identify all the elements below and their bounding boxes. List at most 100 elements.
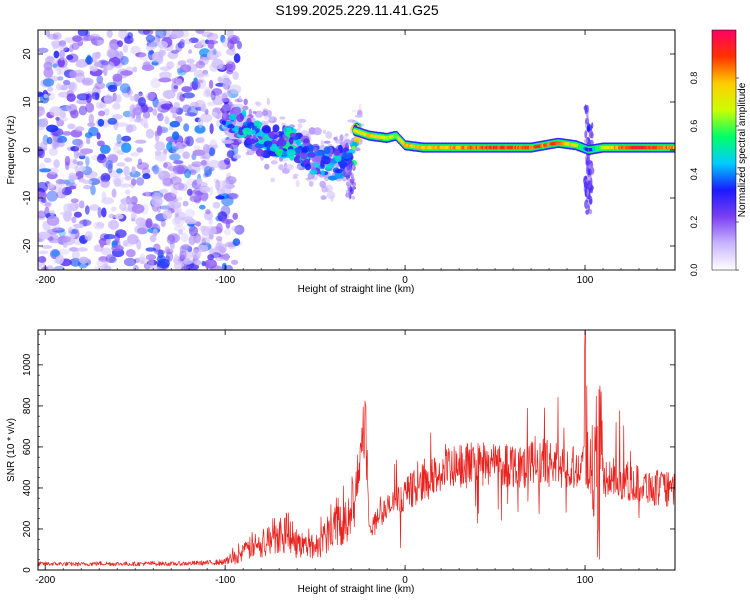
spectrogram-speckle — [82, 179, 93, 185]
spectrogram-speckle — [95, 222, 105, 228]
spectrogram-speckle — [205, 151, 210, 163]
spectrogram-speckle — [145, 34, 155, 43]
spectrogram-speckle — [103, 234, 116, 240]
spectrogram-speckle — [71, 216, 77, 223]
spectrogram-speckle — [138, 97, 146, 107]
spectrogram-speckle — [71, 249, 80, 261]
spectrogram-x-axis-label: Height of straight line (km) — [298, 284, 415, 295]
spectrogram-speckle — [145, 254, 157, 261]
spectrogram-speckle — [43, 93, 48, 99]
spectrogram-y-tick-label: 10 — [22, 96, 33, 108]
spectrogram-speckle — [184, 168, 192, 179]
spectrogram-speckle — [183, 38, 192, 45]
spectrogram-speckle — [210, 90, 216, 101]
spectrogram-trace-blob — [246, 122, 255, 129]
spectrogram-speckle — [53, 50, 60, 59]
spectrogram-trace-blob — [351, 145, 356, 151]
spectrogram-speckle — [236, 40, 242, 50]
spectrogram-speckle — [63, 210, 73, 218]
spectrogram-streak — [591, 122, 594, 129]
spectrogram-halo — [232, 154, 242, 160]
snr-plot-area — [38, 330, 675, 570]
spectrogram-halo — [285, 164, 294, 171]
spectrogram-speckle — [45, 30, 51, 37]
spectrogram-halo — [219, 78, 227, 84]
spectrogram-speckle — [200, 57, 209, 65]
spectrogram-speckle — [163, 30, 171, 38]
spectrogram-streak — [584, 104, 587, 113]
spectrogram-speckle — [96, 259, 107, 268]
snr-y-tick-label: 0 — [22, 567, 33, 573]
spectrogram-speckle — [149, 234, 157, 243]
spectrogram-speckle — [142, 30, 154, 36]
spectrogram-speckle — [173, 182, 185, 191]
spectrogram-speckle — [169, 176, 182, 185]
spectrogram-speckle — [58, 187, 62, 198]
spectrogram-halo — [354, 147, 361, 152]
spectrogram-speckle — [88, 126, 99, 137]
spectrogram-speckle — [175, 141, 183, 149]
spectrogram-speckle — [63, 79, 71, 86]
spectrogram-speckle — [174, 253, 179, 262]
spectrogram-speckle — [77, 140, 84, 148]
spectrogram-speckle — [207, 39, 215, 49]
spectrogram-speckle — [107, 154, 118, 164]
spectrogram-streak — [584, 139, 589, 143]
spectrogram-speckle — [130, 196, 138, 205]
spectrogram-speckle — [193, 79, 204, 84]
spectrogram-speckle — [188, 235, 196, 246]
spectrogram-speckle — [171, 49, 179, 54]
spectrogram-speckle — [73, 211, 82, 218]
spectrogram-speckle — [48, 226, 59, 232]
spectrogram-speckle — [69, 257, 82, 267]
spectrogram-speckle — [105, 254, 116, 263]
spectrogram-speckle — [97, 207, 102, 218]
spectrogram-speckle — [76, 93, 90, 101]
spectrogram-speckle — [119, 202, 127, 211]
spectrogram-speckle — [49, 209, 55, 216]
snr-x-tick-label: 0 — [402, 575, 408, 586]
snr-x-axis-label: Height of straight line (km) — [298, 584, 415, 595]
spectrogram-speckle — [40, 266, 49, 270]
spectrogram-speckle — [201, 31, 213, 38]
spectrogram-speckle — [46, 183, 55, 189]
spectrogram-y-tick-label: 20 — [22, 48, 33, 60]
spectrogram-speckle — [156, 125, 163, 136]
spectrogram-speckle — [176, 164, 188, 175]
spectrogram-speckle — [215, 179, 221, 191]
spectrogram-halo — [266, 97, 270, 106]
spectrogram-speckle — [85, 102, 95, 113]
spectrogram-speckle — [68, 174, 78, 181]
spectrogram-speckle — [152, 164, 160, 175]
spectrogram-speckle — [49, 106, 63, 117]
spectrogram-speckle — [59, 111, 66, 119]
spectrogram-speckle — [46, 190, 58, 202]
spectrogram-y-tick-label: -10 — [22, 190, 33, 205]
snr-y-axis-label: SNR (10 * v/v) — [6, 418, 17, 482]
spectrogram-speckle — [78, 200, 85, 209]
spectrogram-speckle — [124, 157, 133, 162]
spectrogram-speckle — [165, 251, 174, 262]
spectrogram-speckle — [158, 77, 172, 83]
spectrogram-speckle — [42, 78, 55, 87]
spectrogram-speckle — [200, 113, 213, 123]
spectrogram-speckle — [157, 102, 163, 112]
spectrogram-speckle — [85, 56, 93, 65]
spectrogram-speckle — [184, 208, 196, 218]
spectrogram-speckle — [38, 250, 49, 255]
spectrogram-speckle — [174, 206, 183, 214]
spectrogram-speckle — [109, 39, 120, 50]
spectrogram-speckle — [232, 212, 238, 220]
spectrogram-speckle — [116, 40, 123, 48]
spectrogram-speckle — [182, 200, 189, 207]
snr-marks — [38, 330, 675, 567]
spectrogram-speckle — [69, 70, 77, 79]
spectrogram-speckle — [75, 61, 88, 68]
spectrogram-speckle — [168, 200, 175, 206]
spectrogram-speckle — [206, 101, 216, 107]
spectrogram-speckle — [180, 265, 192, 270]
spectrogram-speckle — [108, 43, 120, 50]
spectrogram-speckle — [200, 103, 207, 113]
